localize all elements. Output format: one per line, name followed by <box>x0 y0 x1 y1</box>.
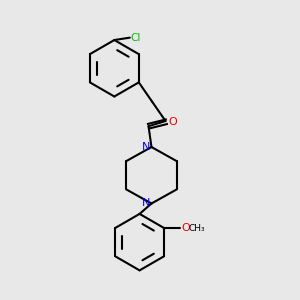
Text: Cl: Cl <box>130 33 141 43</box>
Text: O: O <box>181 223 190 233</box>
Text: N: N <box>142 142 150 152</box>
Text: CH₃: CH₃ <box>188 224 205 232</box>
Text: N: N <box>142 199 150 208</box>
Text: O: O <box>169 117 178 127</box>
